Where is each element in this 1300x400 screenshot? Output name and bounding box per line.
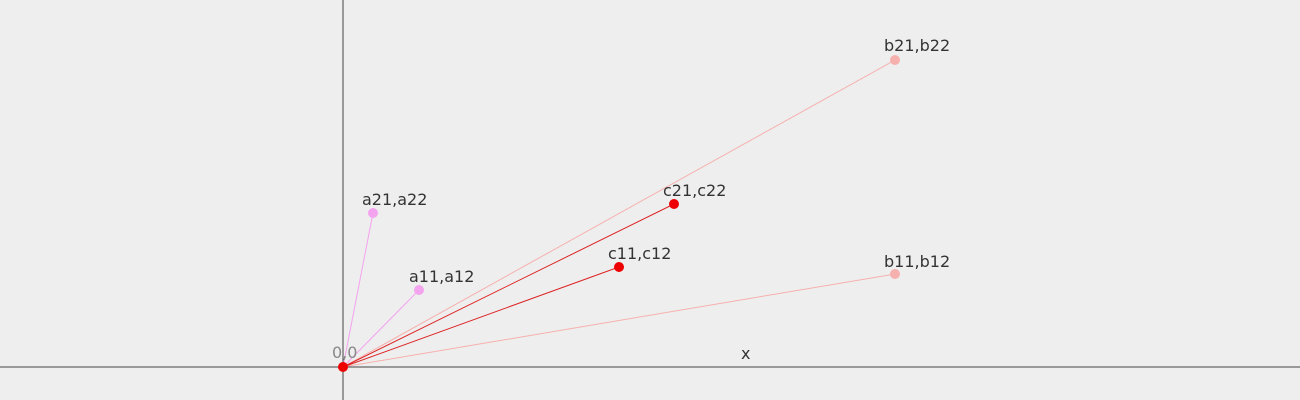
vector-a2-point[interactable] — [368, 208, 378, 218]
vector-c1-label: c11,c12 — [608, 244, 671, 263]
vector-b1-label: b11,b12 — [884, 252, 950, 271]
origin-point[interactable] — [338, 362, 348, 372]
vector-b1-point[interactable] — [890, 269, 900, 279]
vector-a2-line — [342, 212, 374, 368]
vector-b2-line — [342, 59, 896, 368]
x-axis-label: x — [741, 344, 750, 363]
vector-b1-line — [342, 273, 896, 368]
vector-c1-point[interactable] — [614, 262, 624, 272]
vector-a1-point[interactable] — [414, 285, 424, 295]
vector-a1-label: a11,a12 — [409, 267, 474, 286]
vector-c1-line — [342, 266, 620, 368]
vector-c2-point[interactable] — [669, 199, 679, 209]
origin-label: 0,0 — [332, 343, 357, 362]
vector-b2-point[interactable] — [890, 55, 900, 65]
vector-a2-label: a21,a22 — [362, 190, 427, 209]
vector-b2-label: b21,b22 — [884, 36, 950, 55]
vector-c2-line — [342, 203, 675, 368]
vector-c2-label: c21,c22 — [663, 181, 726, 200]
vector-a1-line — [342, 289, 420, 368]
